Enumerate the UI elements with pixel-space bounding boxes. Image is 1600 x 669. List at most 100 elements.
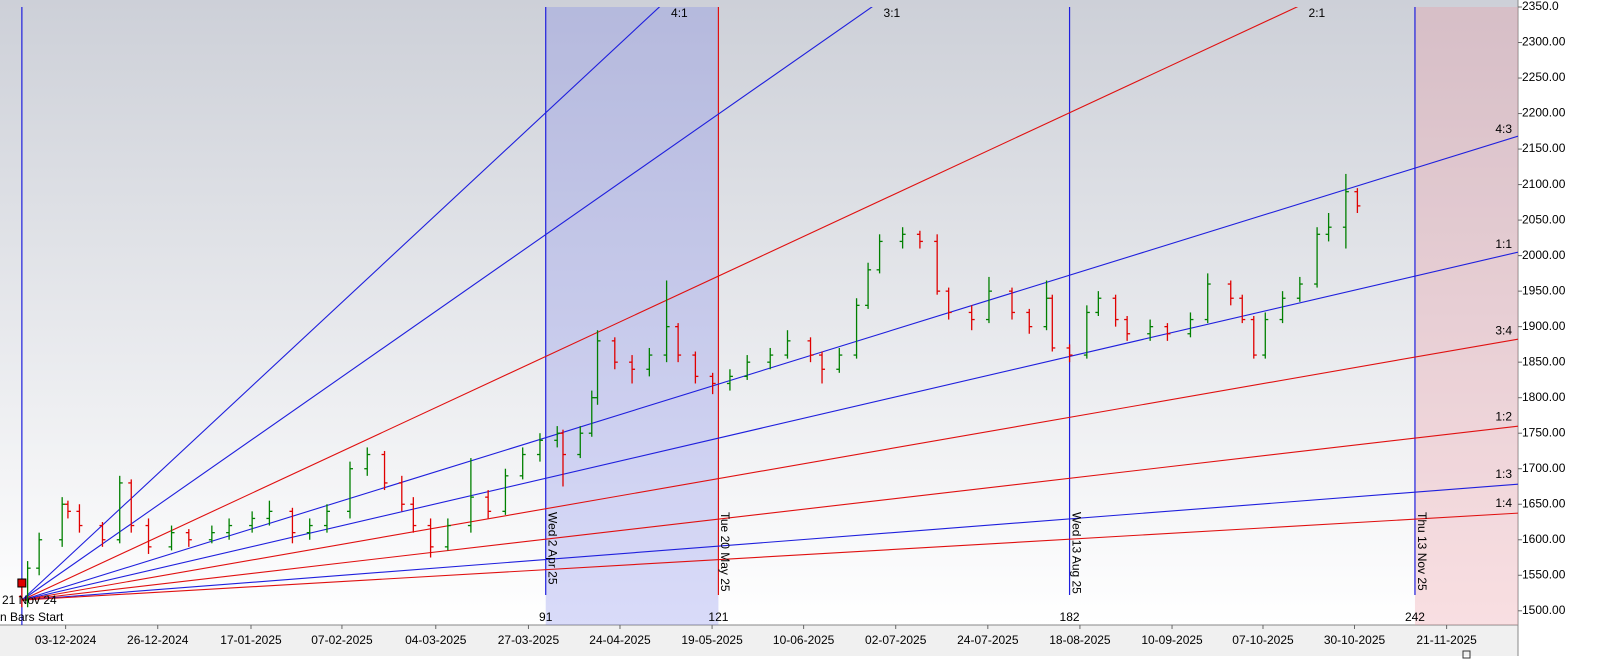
fan-line [21,338,1518,601]
cycle-date: Tue 20 May 25 [718,512,732,592]
fan-label: 1:1 [1495,237,1512,251]
ohlc-bar [1250,316,1257,359]
cycle-date: Thu 13 Nov 25 [1415,512,1429,591]
y-tick-label: 2100.00 [1522,177,1566,191]
ohlc-bar [168,525,175,551]
ohlc-bar [266,500,273,526]
ohlc-bar [1112,294,1119,327]
origin-marker [17,578,27,588]
ohlc-bar [899,227,906,249]
ohlc-bar [594,330,601,405]
y-tick-label: 1650.00 [1522,496,1566,510]
ohlc-bar [945,287,952,320]
x-tick-label: 10-09-2025 [1141,633,1203,647]
ohlc-bar [536,433,543,462]
ohlc-bar [99,522,106,547]
x-tick-label: 17-01-2025 [220,633,282,647]
y-tick-label: 1750.00 [1522,425,1566,439]
plot-area [18,7,1518,625]
x-tick-label: 24-07-2025 [957,633,1019,647]
x-tick-label: 02-07-2025 [865,633,927,647]
ohlc-bar [1262,312,1269,359]
ohlc-bar [985,276,992,324]
ohlc-bar [502,468,509,515]
ohlc-bar [554,426,561,448]
y-tick-label: 2300.00 [1522,35,1566,49]
ohlc-bar [968,305,975,331]
ohlc-bar [1296,276,1303,302]
y-tick-label: 1850.00 [1522,354,1566,368]
ohlc-bar [306,518,313,540]
ohlc-bar [577,426,584,459]
fan-line [21,251,1518,601]
ohlc-bar [588,390,595,437]
ohlc-bar [1314,227,1321,288]
fan-line [21,7,661,601]
fan-line [21,7,1299,601]
x-tick-label: 27-03-2025 [498,633,560,647]
x-tick-label: 18-08-2025 [1049,633,1111,647]
y-tick-label: 2000.00 [1522,248,1566,262]
cycle-date: Wed 13 Aug 25 [1069,512,1083,594]
corner-icon [1462,650,1471,659]
x-tick-label: 26-12-2024 [127,633,189,647]
fan-label: 4:3 [1495,122,1512,136]
ohlc-bar [467,458,474,533]
ohlc-bar [1095,291,1102,316]
ohlc-bar [767,347,774,370]
ohlc-bar [1279,291,1286,324]
ohlc-bar [1124,316,1131,341]
ohlc-bar [629,355,636,384]
ohlc-bar [646,347,653,377]
x-tick-label: 19-05-2025 [681,633,743,647]
ohlc-bar [807,337,814,363]
y-tick-label: 1800.00 [1522,390,1566,404]
ohlc-bar [24,561,31,608]
y-tick-label: 1500.00 [1522,603,1566,617]
ohlc-bar [611,337,618,370]
y-tick-label: 1900.00 [1522,319,1566,333]
cycle-count: 242 [1405,610,1425,624]
ohlc-bar [64,500,71,519]
ohlc-bar [934,234,941,295]
ohlc-bar [1227,280,1234,306]
ohlc-bar [444,518,451,551]
cycle-count: 121 [708,610,728,624]
y-axis-strip [1518,0,1600,656]
ohlc-bar [1342,173,1349,249]
x-tick-label: 10-06-2025 [773,633,835,647]
ohlc-bar [1049,294,1056,352]
fan-label: 1:3 [1495,467,1512,481]
ohlc-bar [36,532,43,576]
overlay: 91 Wed 2 Apr 25 121 Tue 20 May 25 182 Wed 13 … [0,6,1512,624]
y-tick-label: 2200.00 [1522,106,1566,120]
y-tick-label: 2050.00 [1522,212,1566,226]
ohlc-bar [226,518,233,540]
ohlc-bar [289,507,296,544]
ohlc-bar [865,262,872,309]
fan-label: 3:4 [1495,323,1512,337]
ohlc-bar [1354,188,1361,213]
y-tick-label: 1700.00 [1522,461,1566,475]
x-tick-label: 30-10-2025 [1324,633,1386,647]
plot-background [0,0,1518,625]
y-tick-label: 1950.00 [1522,283,1566,297]
x-tick-label: 24-04-2025 [589,633,651,647]
ohlc-bar [519,447,526,480]
y-tick-label: 1550.00 [1522,567,1566,581]
ohlc-bar [675,323,682,363]
ohlc-bar [364,447,371,476]
ohlc-bar [853,298,860,359]
fan-label: 1:4 [1495,496,1512,510]
ohlc-bar [76,504,83,533]
fan-line [21,483,1518,601]
x-tick-label: 04-03-2025 [405,633,467,647]
y-tick-label: 1600.00 [1522,532,1566,546]
ohlc-bar [381,450,388,491]
ohlc-bar [876,234,883,274]
ohlc-bar [1083,305,1090,359]
y-tick-label: 2150.00 [1522,141,1566,155]
ohlc-bar [726,369,733,391]
ohlc-bar [744,355,751,380]
